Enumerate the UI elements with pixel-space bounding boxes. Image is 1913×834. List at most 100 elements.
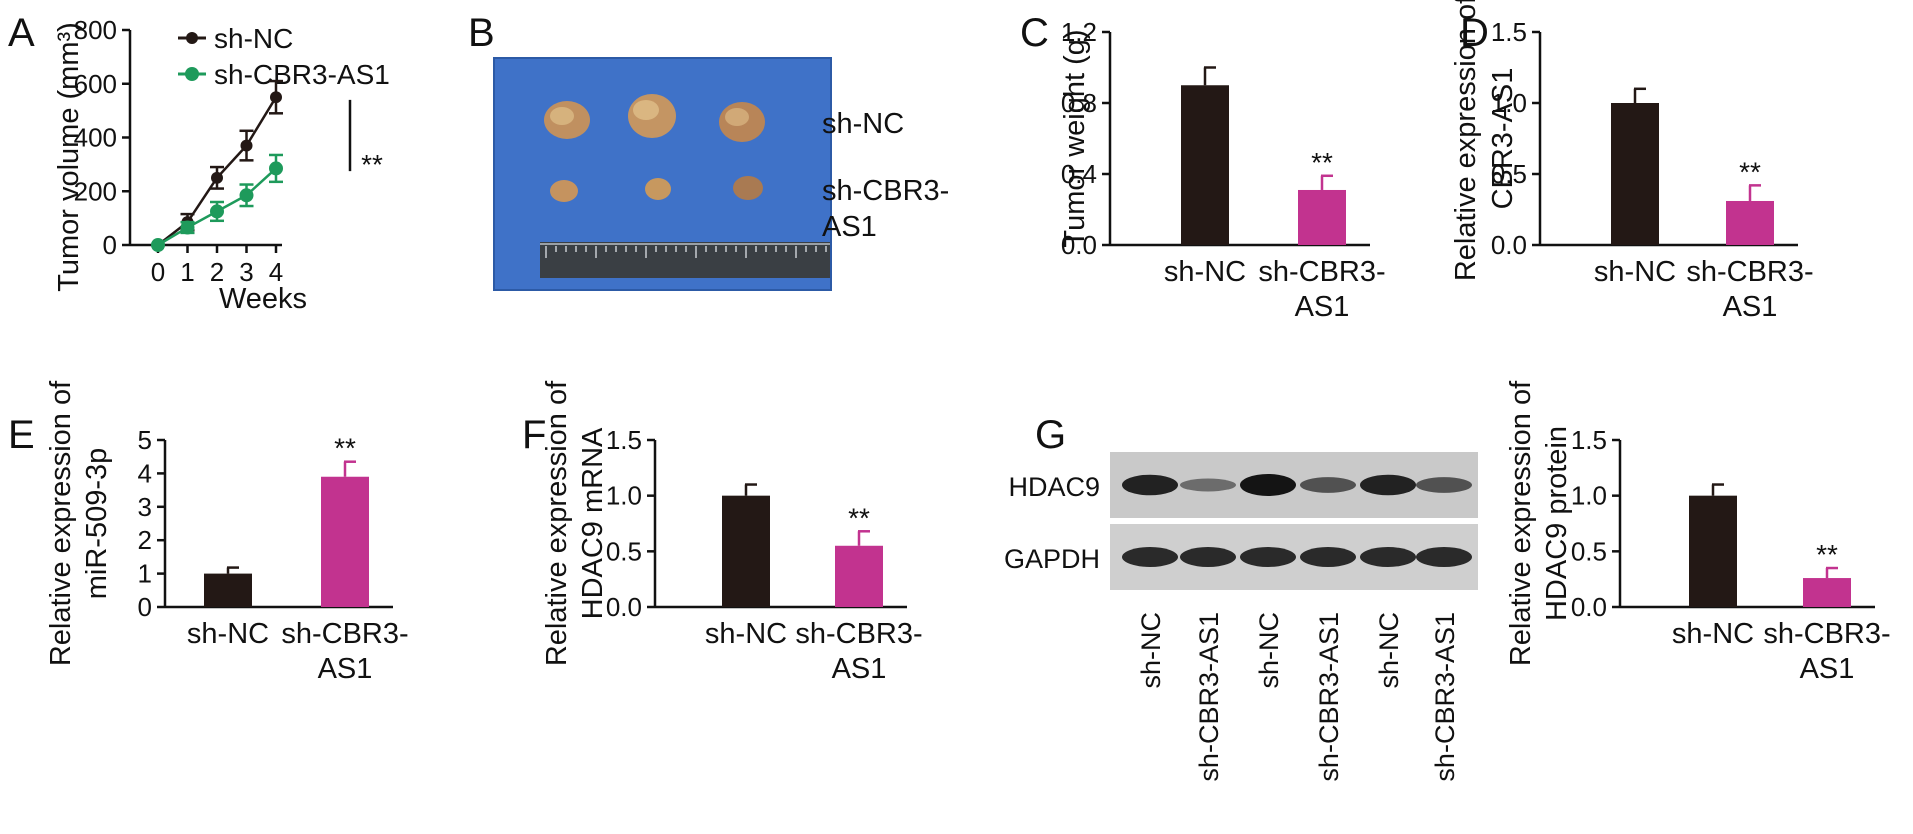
bar-sh-nc (1611, 103, 1659, 245)
x-tick-label: 4 (269, 257, 283, 287)
y-tick-label: 0.8 (1061, 88, 1097, 118)
blot-label-hdac9: HDAC9 (1008, 472, 1100, 502)
y-axis-label: Tumor volume (mm³) (53, 22, 85, 292)
y-tick-label: 0.0 (1491, 230, 1527, 260)
band-gapdh (1122, 547, 1178, 567)
legend-label-sh: sh-CBR3-AS1 (214, 59, 390, 90)
ruler (540, 242, 830, 278)
significance-marker: ** (1816, 539, 1838, 570)
data-point (180, 220, 195, 235)
category-label: AS1 (1800, 653, 1855, 685)
legend-marker-nc (186, 32, 198, 44)
significance-marker: ** (361, 149, 383, 180)
y-tick-label: 5 (138, 425, 152, 455)
tumor-sh-1 (550, 180, 578, 202)
y-tick-label: 0.4 (1061, 159, 1097, 189)
bar-sh-nc (722, 495, 770, 607)
legend-marker-sh (185, 67, 199, 81)
y-axis-label: Relative expression of (1505, 380, 1537, 666)
category-label: AS1 (832, 653, 887, 685)
significance-marker: ** (1311, 147, 1333, 178)
panel-letter-e: E (8, 413, 35, 457)
y-tick-label: 1.5 (1571, 425, 1607, 455)
y-tick-label: 0 (138, 592, 152, 622)
panel-letter-b: B (468, 11, 495, 55)
category-label: sh-NC (187, 618, 269, 650)
band-gapdh (1240, 547, 1296, 567)
band-hdac9 (1122, 474, 1178, 496)
western-blot: HDAC9 GAPDH sh-NC sh-CBR3-AS1 sh-NC sh-CBR3… (1004, 452, 1478, 782)
data-point (210, 204, 224, 219)
y-tick-label: 0.5 (1571, 536, 1607, 566)
x-axis-label: Weeks (219, 283, 307, 315)
tumor-weight-bar-chart: 0.0 0.4 0.8 1.2 sh-NC sh-CBR3-AS1 ** Tumor weig… (1059, 17, 1386, 323)
y-tick-label: 0.0 (1571, 592, 1607, 622)
hdac9-protein-expression-bar-chart: 0.0 0.5 1.0 1.5 sh-NC sh-CBR3-AS1 ** Relative e… (1505, 380, 1891, 685)
y-tick-label: 600 (74, 69, 117, 99)
lane-label: sh-NC (1254, 612, 1284, 689)
x-tick-label: 3 (239, 257, 253, 287)
panel-letter-g: G (1035, 413, 1066, 457)
tumor-sh-2 (645, 178, 671, 200)
data-point (270, 91, 282, 104)
significance-marker: ** (1739, 156, 1761, 187)
y-tick-label: 400 (74, 123, 117, 153)
data-point (239, 188, 254, 203)
category-label: sh-CBR3- (1763, 618, 1890, 650)
category-label: sh-CBR3- (281, 618, 408, 650)
y-tick-label: 0.5 (1491, 159, 1527, 189)
tumor-nc-3-shade (725, 108, 749, 126)
legend: sh-NC sh-CBR3-AS1 (178, 23, 390, 90)
y-axis-label: Relative expression of (45, 380, 77, 666)
y-tick-label: 1.0 (1571, 481, 1607, 511)
bar-sh-nc (1181, 85, 1229, 245)
significance-marker: ** (334, 433, 356, 464)
y-tick-label: 1.5 (606, 425, 642, 455)
data-point (240, 139, 253, 152)
category-label: AS1 (1723, 291, 1778, 323)
band-hdac9 (1360, 474, 1416, 496)
blot-label-gapdh: GAPDH (1004, 544, 1100, 574)
band-gapdh (1180, 547, 1236, 567)
lane-label: sh-CBR3-AS1 (1314, 612, 1344, 782)
y-tick-label: 0.0 (1061, 230, 1097, 260)
category-label: sh-NC (1594, 256, 1676, 288)
photo-label-sh-line1: sh-CBR3- (822, 175, 949, 207)
tumor-volume-line-chart: sh-NC sh-CBR3-AS1 Tumor volume (mm³) Wee… (53, 15, 390, 315)
y-axis-label: HDAC9 protein (1541, 426, 1573, 621)
y-tick-label: 1.0 (1491, 88, 1527, 118)
significance-marker: ** (848, 502, 870, 533)
lane-label: sh-CBR3-AS1 (1430, 612, 1460, 782)
band-hdac9 (1180, 478, 1236, 492)
category-label: sh-CBR3- (1258, 256, 1385, 288)
data-point (211, 171, 223, 184)
bar-sh-cbr3-as1 (1803, 578, 1851, 607)
category-label: sh-CBR3- (1686, 256, 1813, 288)
y-axis-label: Relative expression of (1450, 0, 1482, 281)
y-tick-label: 0.0 (606, 592, 642, 622)
band-hdac9 (1300, 477, 1356, 493)
bar-sh-nc (1689, 495, 1737, 607)
y-tick-label: 1 (138, 559, 152, 589)
category-label: sh-NC (1672, 618, 1754, 650)
y-tick-label: 0.5 (606, 536, 642, 566)
data-point (269, 161, 283, 176)
photo-label-nc: sh-NC (822, 108, 904, 140)
data-point (151, 238, 165, 252)
bar-sh-nc (204, 573, 252, 607)
category-label: AS1 (318, 653, 373, 685)
bar-sh-cbr3-as1 (835, 545, 883, 607)
tumor-sh-3 (733, 176, 763, 200)
y-tick-label: 1.2 (1061, 17, 1097, 47)
panel-letter-f: F (522, 413, 546, 457)
tumor-nc-1-shade (550, 107, 574, 125)
y-axis-label: CBR3-AS1 (1487, 68, 1519, 210)
band-hdac9 (1416, 477, 1472, 493)
panel-letter-a: A (8, 11, 35, 55)
tumor-photo: sh-NC sh-CBR3- AS1 (493, 57, 949, 291)
photo-shadow (493, 57, 832, 291)
bar-sh-cbr3-as1 (321, 476, 369, 607)
y-axis-label: HDAC9 mRNA (577, 427, 609, 619)
panel-letter-d: D (1460, 11, 1489, 55)
